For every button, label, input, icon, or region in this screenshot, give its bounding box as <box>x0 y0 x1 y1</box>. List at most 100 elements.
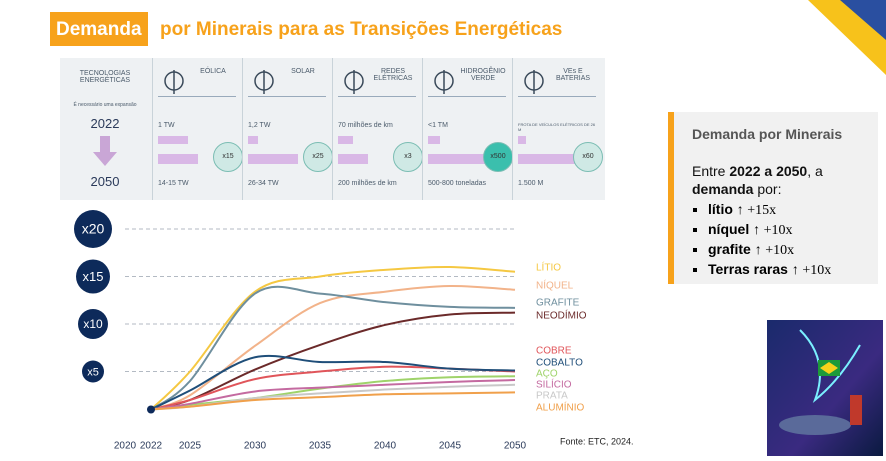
series-label: SILÍCIO <box>536 378 572 391</box>
tech-column: SOLAR 1,2 TW x25 26-34 TW <box>242 58 333 200</box>
tech-rule <box>428 96 506 97</box>
tech-bar <box>518 154 588 164</box>
tech-rule <box>338 96 416 97</box>
tech-future: 500-800 toneladas <box>428 180 486 187</box>
tech-bar <box>248 154 298 164</box>
text: , a <box>807 163 823 179</box>
x-tick-label: 2020 <box>114 441 137 452</box>
series-line <box>150 265 516 411</box>
x-tick-label: 2040 <box>374 441 397 452</box>
series-label: PRATA <box>536 391 568 402</box>
x-tick-label: 2022 <box>140 441 163 452</box>
item-name: níquel <box>708 221 750 237</box>
technologies-panel: TECNOLOGIAS ENERGÉTICAS É necessário uma… <box>60 58 605 200</box>
arrow <box>93 136 117 166</box>
series-line <box>150 391 516 411</box>
tech-note: É necessário uma expansão <box>73 102 137 108</box>
tech-now: 1 TW <box>158 122 175 129</box>
tech-icon <box>524 70 544 94</box>
sidebox: Demanda por Minerais Entre 2022 a 2050, … <box>668 112 878 284</box>
tech-factor: x500 <box>483 142 513 172</box>
y-tick-badge <box>78 309 108 339</box>
series-label: ALUMÍNIO <box>536 401 585 414</box>
tech-header: TECNOLOGIAS ENERGÉTICAS É necessário uma… <box>60 58 150 200</box>
tech-label: TECNOLOGIAS ENERGÉTICAS <box>79 70 131 84</box>
tech-name: VEs E BATERIAS <box>555 68 591 82</box>
item-change: ↑ +10x <box>753 223 793 238</box>
series-label: COBALTO <box>536 358 583 369</box>
tech-factor: x60 <box>573 142 603 172</box>
sidebox-intro: Entre 2022 a 2050, a demanda por: <box>692 162 872 198</box>
item-change: ↑ +10x <box>791 263 832 278</box>
tech-factor: x3 <box>393 142 423 172</box>
sidebox-item: níquel ↑ +10x <box>708 220 831 240</box>
x-tick-label: 2050 <box>504 441 527 452</box>
y-tick-label: x10 <box>83 317 103 331</box>
tech-column: HIDROGÊNIO VERDE <1 TM x500 500-800 tonelad… <box>422 58 513 200</box>
item-change: ↑ +15x <box>736 203 777 218</box>
tech-rule <box>248 96 326 97</box>
tech-now: 1,2 TW <box>248 122 271 129</box>
y-tick-badge <box>82 360 104 383</box>
title: por Minerais para as Transições Energéti… <box>160 19 563 40</box>
series-label: GRAFITE <box>536 298 580 309</box>
illustration-flag <box>820 362 838 374</box>
tech-bar <box>158 136 188 144</box>
title-highlight: Demanda <box>50 12 148 46</box>
tech-name: EÓLICA <box>200 68 226 75</box>
tech-future: 26-34 TW <box>248 180 279 187</box>
tech-future: 1.500 M <box>518 180 544 187</box>
item-change: ↑ +10x <box>754 243 795 258</box>
tech-now: <1 TM <box>428 122 448 129</box>
tech-column: EÓLICA 1 TW x15 14-15 TW <box>152 58 243 200</box>
tech-bar <box>248 136 258 144</box>
tech-rule <box>518 96 596 97</box>
tech-rule <box>158 96 236 97</box>
y-tick-label: x20 <box>82 221 105 237</box>
tech-name: REDES ELÉTRICAS <box>373 68 413 82</box>
x-tick-label: 2035 <box>309 441 332 452</box>
illustration-car <box>779 415 851 435</box>
corner-deco <box>840 0 886 40</box>
tech-bar <box>518 136 526 144</box>
series-label: LÍTIO <box>536 261 561 274</box>
y-tick-label: x15 <box>83 269 104 284</box>
item-name: Terras raras <box>708 261 788 277</box>
tech-bar <box>158 154 198 164</box>
series-line <box>150 379 516 411</box>
tech-now: FROTA DE VEÍCULOS ELÉTRICOS DE 26 M <box>518 122 596 132</box>
series-label: COBRE <box>536 346 572 357</box>
sidebox-item: lítio ↑ +15x <box>708 200 831 220</box>
y-tick-badge <box>74 210 112 248</box>
tech-column: VEs E BATERIAS FROTA DE VEÍCULOS ELÉTRICO… <box>512 58 603 200</box>
item-name: lítio <box>708 201 733 217</box>
tech-factor: x15 <box>213 142 243 172</box>
year-start: 2022 <box>90 116 120 131</box>
tech-now: 70 milhões de km <box>338 122 393 129</box>
tech-bar <box>338 154 368 164</box>
item-name: grafite <box>708 241 751 257</box>
tech-bar <box>428 154 503 164</box>
x-tick-label: 2045 <box>439 441 462 452</box>
tech-bar <box>338 136 353 144</box>
tech-bar <box>428 136 440 144</box>
series-label: NEODÍMIO <box>536 309 587 322</box>
series-line <box>150 354 516 411</box>
series-line <box>150 285 516 411</box>
text: demanda <box>692 181 754 197</box>
series-label: AÇO <box>536 369 558 380</box>
illustration-deco <box>799 329 861 404</box>
series-line <box>150 284 516 411</box>
tech-name: HIDROGÊNIO VERDE <box>460 68 506 82</box>
illustration-charger <box>850 395 862 425</box>
year-end: 2050 <box>90 174 120 189</box>
tech-icon <box>434 70 454 94</box>
x-tick-label: 2025 <box>179 441 202 452</box>
y-tick-badge <box>76 259 110 294</box>
sidebox-list: lítio ↑ +15xníquel ↑ +10xgrafite ↑ +10xT… <box>674 200 831 280</box>
illustration <box>767 320 883 456</box>
series-label: NÍQUEL <box>536 279 574 292</box>
text: 2022 a 2050 <box>729 163 808 179</box>
